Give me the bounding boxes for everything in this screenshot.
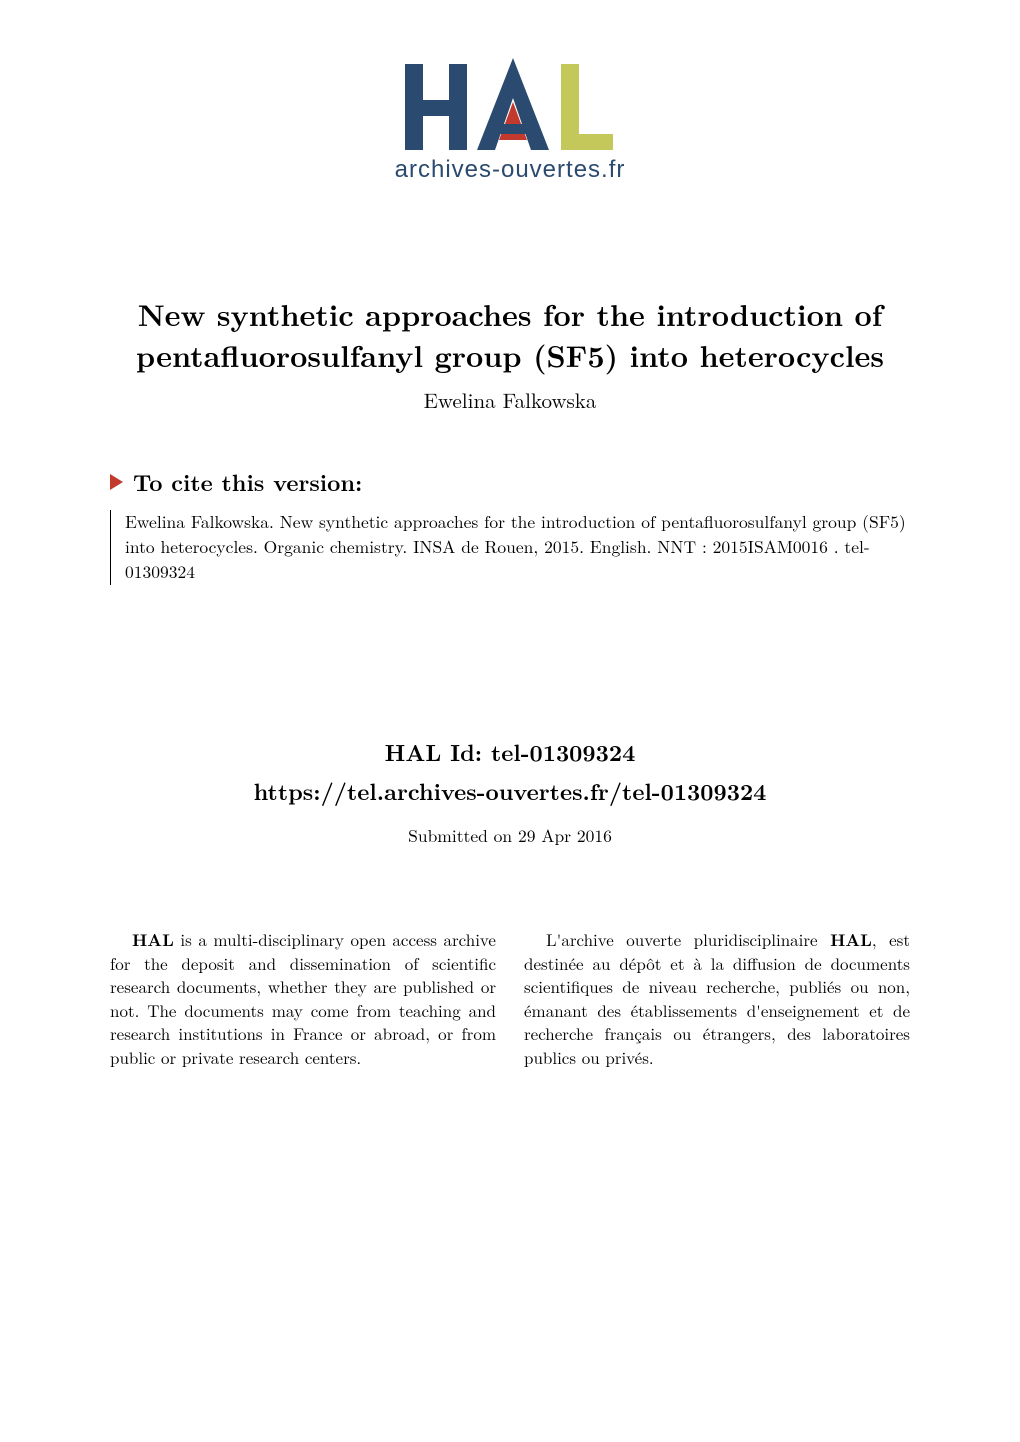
footer-left-para: HAL is a multi-disciplinary open access … bbox=[110, 928, 496, 1070]
hal-logo-mark bbox=[405, 60, 615, 150]
author-name: Ewelina Falkowska bbox=[110, 385, 910, 415]
triangle-marker-icon bbox=[110, 474, 123, 490]
logo-container: archives-ouvertes.fr bbox=[110, 60, 910, 184]
footer-col-right: L'archive ouverte pluridisciplinaire HAL… bbox=[524, 928, 910, 1070]
hal-logo: archives-ouvertes.fr bbox=[395, 60, 626, 184]
title-line-2: pentafluorosulfanyl group (SF5) into het… bbox=[136, 333, 884, 376]
hal-url: https://tel.archives-ouvertes.fr/tel-013… bbox=[110, 774, 910, 807]
footer-right-lead: L'archive ouverte pluridisciplinaire bbox=[546, 927, 830, 951]
title-block: New synthetic approaches for the introdu… bbox=[110, 294, 910, 415]
cite-body: Ewelina Falkowska. New synthetic approac… bbox=[110, 510, 910, 585]
cite-section: To cite this version: Ewelina Falkowska.… bbox=[110, 465, 910, 585]
hal-logo-svg bbox=[405, 58, 615, 150]
cite-heading: To cite this version: bbox=[133, 465, 362, 498]
paper-title: New synthetic approaches for the introdu… bbox=[110, 294, 910, 375]
hal-id: HAL Id: tel-01309324 bbox=[110, 735, 910, 768]
footer-col-left: HAL is a multi-disciplinary open access … bbox=[110, 928, 496, 1070]
footer-left-lead: HAL bbox=[132, 928, 174, 952]
footer-columns: HAL is a multi-disciplinary open access … bbox=[110, 928, 910, 1070]
cite-header: To cite this version: bbox=[110, 465, 910, 498]
submitted-date: Submitted on 29 Apr 2016 bbox=[110, 823, 910, 848]
footer-right-bold: HAL bbox=[830, 928, 872, 952]
footer-right-para: L'archive ouverte pluridisciplinaire HAL… bbox=[524, 928, 910, 1070]
page-root: archives-ouvertes.fr New synthetic appro… bbox=[0, 0, 1020, 1442]
logo-subtitle: archives-ouvertes.fr bbox=[395, 156, 626, 184]
hal-id-block: HAL Id: tel-01309324 https://tel.archive… bbox=[110, 735, 910, 807]
title-line-1: New synthetic approaches for the introdu… bbox=[138, 292, 883, 335]
